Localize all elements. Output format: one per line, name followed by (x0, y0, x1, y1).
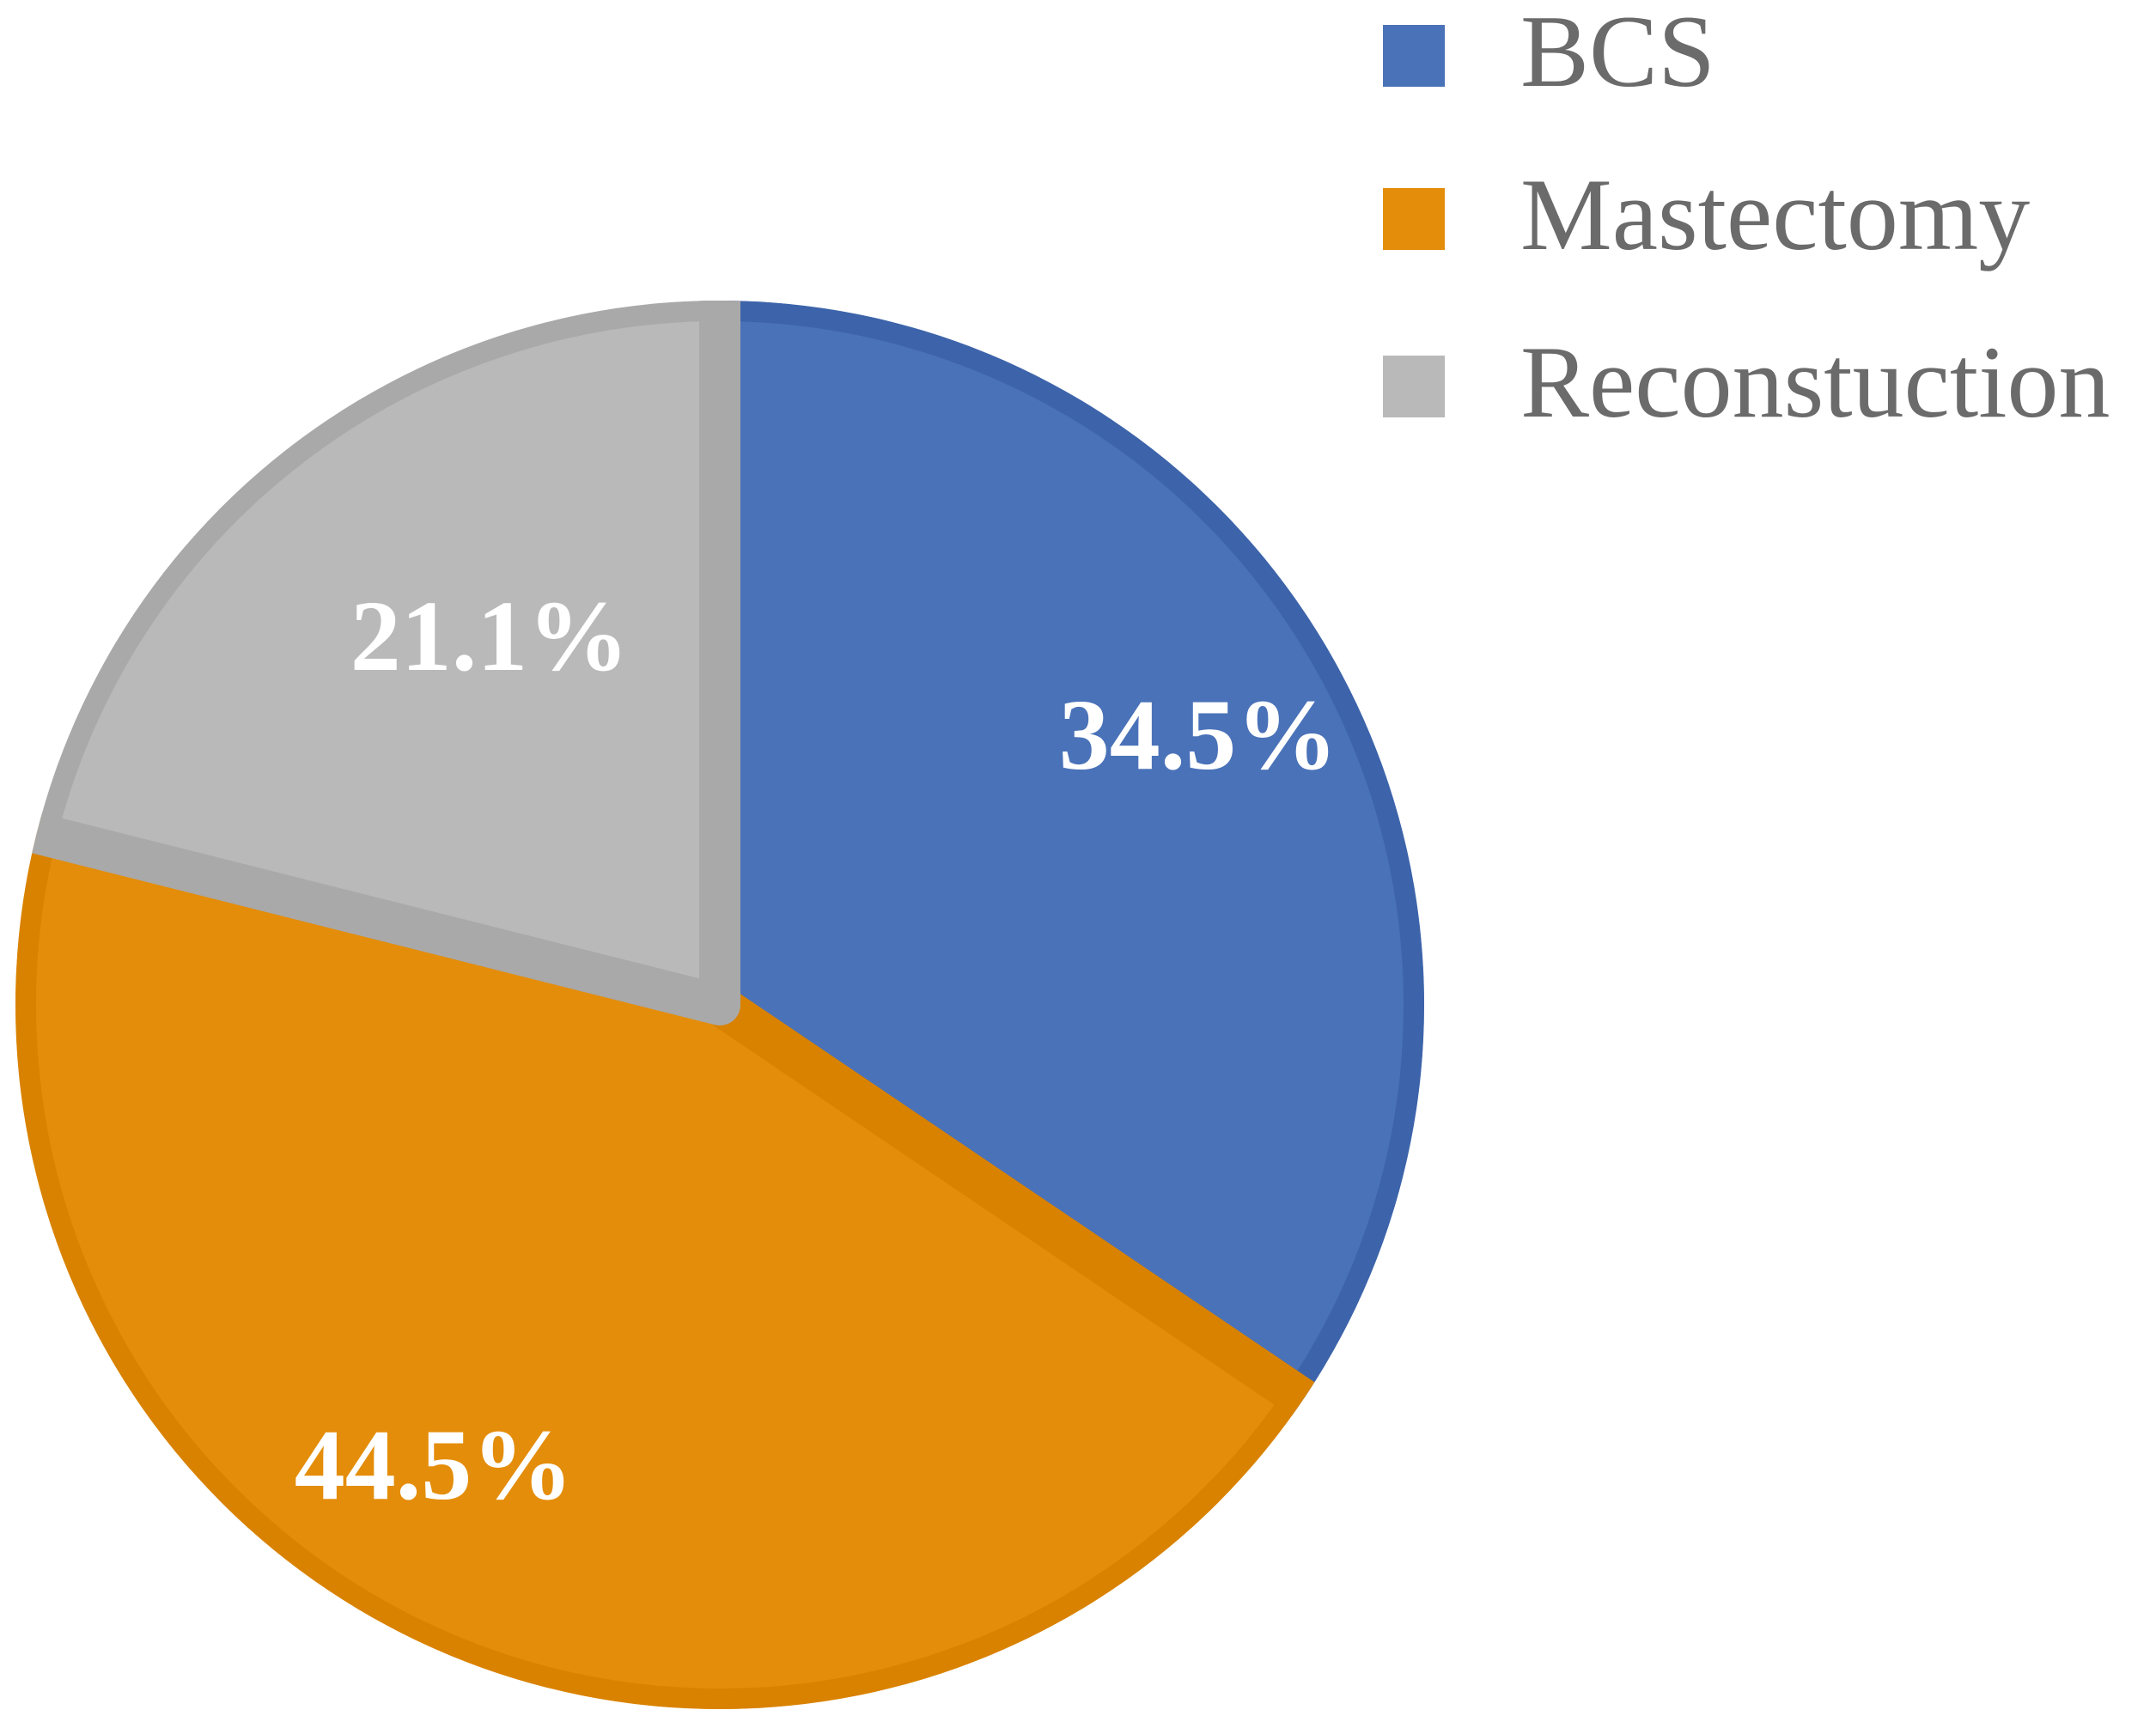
slice-label-reconstuction: 21.1% (350, 580, 630, 692)
pie-slice-mastectomy (15, 812, 1325, 1709)
pie-slices (15, 301, 1424, 1709)
legend-swatch-bcs (1383, 25, 1445, 87)
pie-slice-bcs (699, 301, 1424, 1421)
slice-label-mastectomy: 44.5% (295, 1409, 574, 1521)
legend-label-reconstuction: Reconstuction (1520, 325, 2110, 439)
legend-swatch-reconstuction (1383, 356, 1445, 417)
legend: BCS Mastectomy Reconstuction (1383, 0, 2110, 439)
pie-slice-reconstuction (15, 301, 740, 1025)
legend-swatch-mastectomy (1383, 188, 1445, 250)
pie-slice-labels: 34.5% 44.5% 21.1% (295, 580, 1338, 1521)
slice-label-bcs: 34.5% (1059, 678, 1338, 791)
legend-label-mastectomy: Mastectomy (1520, 157, 2030, 271)
legend-label-bcs: BCS (1520, 0, 1715, 108)
